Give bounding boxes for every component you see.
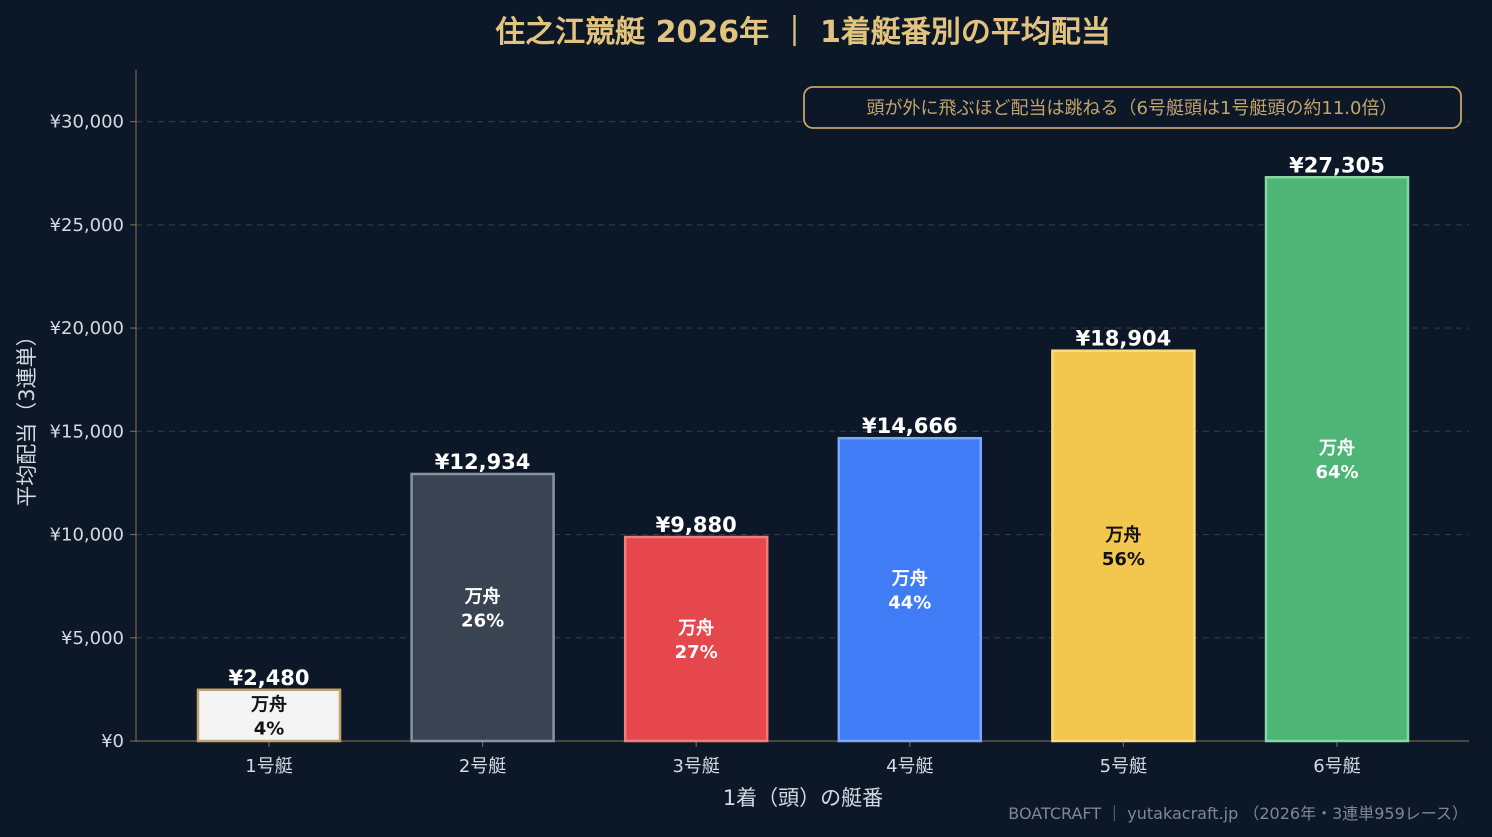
bar-1 bbox=[196, 688, 342, 743]
inner-label-pct: 4% bbox=[254, 718, 285, 739]
y-axis-label: 平均配当（3連単） bbox=[15, 325, 39, 506]
y-tick-label: ¥0 bbox=[101, 731, 124, 752]
y-axis-ticks: ¥0 ¥5,000 ¥10,000 ¥15,000 ¥20,000 ¥25,000 ¥30,… bbox=[50, 112, 136, 752]
inner-label-title: 万舟 bbox=[1318, 437, 1355, 459]
annotation-frame bbox=[803, 86, 1462, 129]
y-tick-label: ¥10,000 bbox=[50, 525, 124, 546]
x-tick-label: 4号艇 bbox=[886, 756, 933, 777]
x-tick-label: 1号艇 bbox=[245, 756, 292, 777]
inner-label-pct: 56% bbox=[1102, 549, 1145, 570]
bar-4 bbox=[837, 436, 983, 743]
value-label: ¥2,480 bbox=[228, 666, 309, 690]
bars: ¥2,480 万舟 4% ¥12,934 万舟 26% ¥9,880 万舟 27% ¥14,666… bbox=[196, 153, 1410, 743]
x-tick-label: 5号艇 bbox=[1100, 756, 1147, 777]
annotation-box: 頭が外に飛ぶほど配当は跳ねる（6号艇頭は1号艇頭の約11.0倍） bbox=[803, 86, 1462, 129]
value-label: ¥9,880 bbox=[656, 513, 737, 537]
bar-5 bbox=[1051, 349, 1196, 743]
value-label: ¥18,904 bbox=[1076, 327, 1172, 351]
bar-2 bbox=[410, 472, 555, 743]
y-tick-label: ¥15,000 bbox=[50, 421, 124, 442]
x-axis-label: 1着（頭）の艇番 bbox=[723, 786, 883, 810]
inner-label-title: 万舟 bbox=[464, 585, 501, 607]
gridlines bbox=[136, 121, 1469, 639]
annotation-text: 頭が外に飛ぶほど配当は跳ねる（6号艇頭は1号艇頭の約11.0倍） bbox=[867, 98, 1398, 119]
y-tick-label: ¥5,000 bbox=[61, 628, 124, 649]
value-label: ¥27,305 bbox=[1289, 153, 1385, 177]
chart-title: 住之江競艇 2026年 ｜ 1着艇番別の平均配当 bbox=[495, 15, 1111, 50]
y-tick-label: ¥20,000 bbox=[50, 318, 124, 339]
inner-label-title: 万舟 bbox=[891, 568, 928, 590]
y-tick-label: ¥25,000 bbox=[50, 215, 124, 236]
x-tick-label: 2号艇 bbox=[459, 756, 506, 777]
inner-label-pct: 26% bbox=[461, 610, 504, 631]
y-tick-label: ¥30,000 bbox=[50, 112, 124, 133]
credit-text: BOATCRAFT ｜ yutakacraft.jp （2026年・3連単959… bbox=[1008, 804, 1468, 823]
inner-label-pct: 27% bbox=[675, 642, 718, 663]
x-tick-label: 6号艇 bbox=[1313, 756, 1360, 777]
x-axis-ticks: 1号艇 2号艇 3号艇 4号艇 5号艇 6号艇 bbox=[245, 741, 1361, 777]
inner-label-pct: 64% bbox=[1315, 462, 1358, 483]
value-label: ¥14,666 bbox=[862, 414, 958, 438]
bar-3 bbox=[623, 535, 769, 743]
inner-label-title: 万舟 bbox=[677, 617, 714, 639]
inner-label-pct: 44% bbox=[888, 593, 931, 614]
value-label: ¥12,934 bbox=[435, 450, 531, 474]
inner-label-title: 万舟 bbox=[250, 693, 287, 715]
x-tick-label: 3号艇 bbox=[672, 756, 719, 777]
inner-label-title: 万舟 bbox=[1104, 524, 1141, 546]
bar-6 bbox=[1264, 176, 1410, 743]
